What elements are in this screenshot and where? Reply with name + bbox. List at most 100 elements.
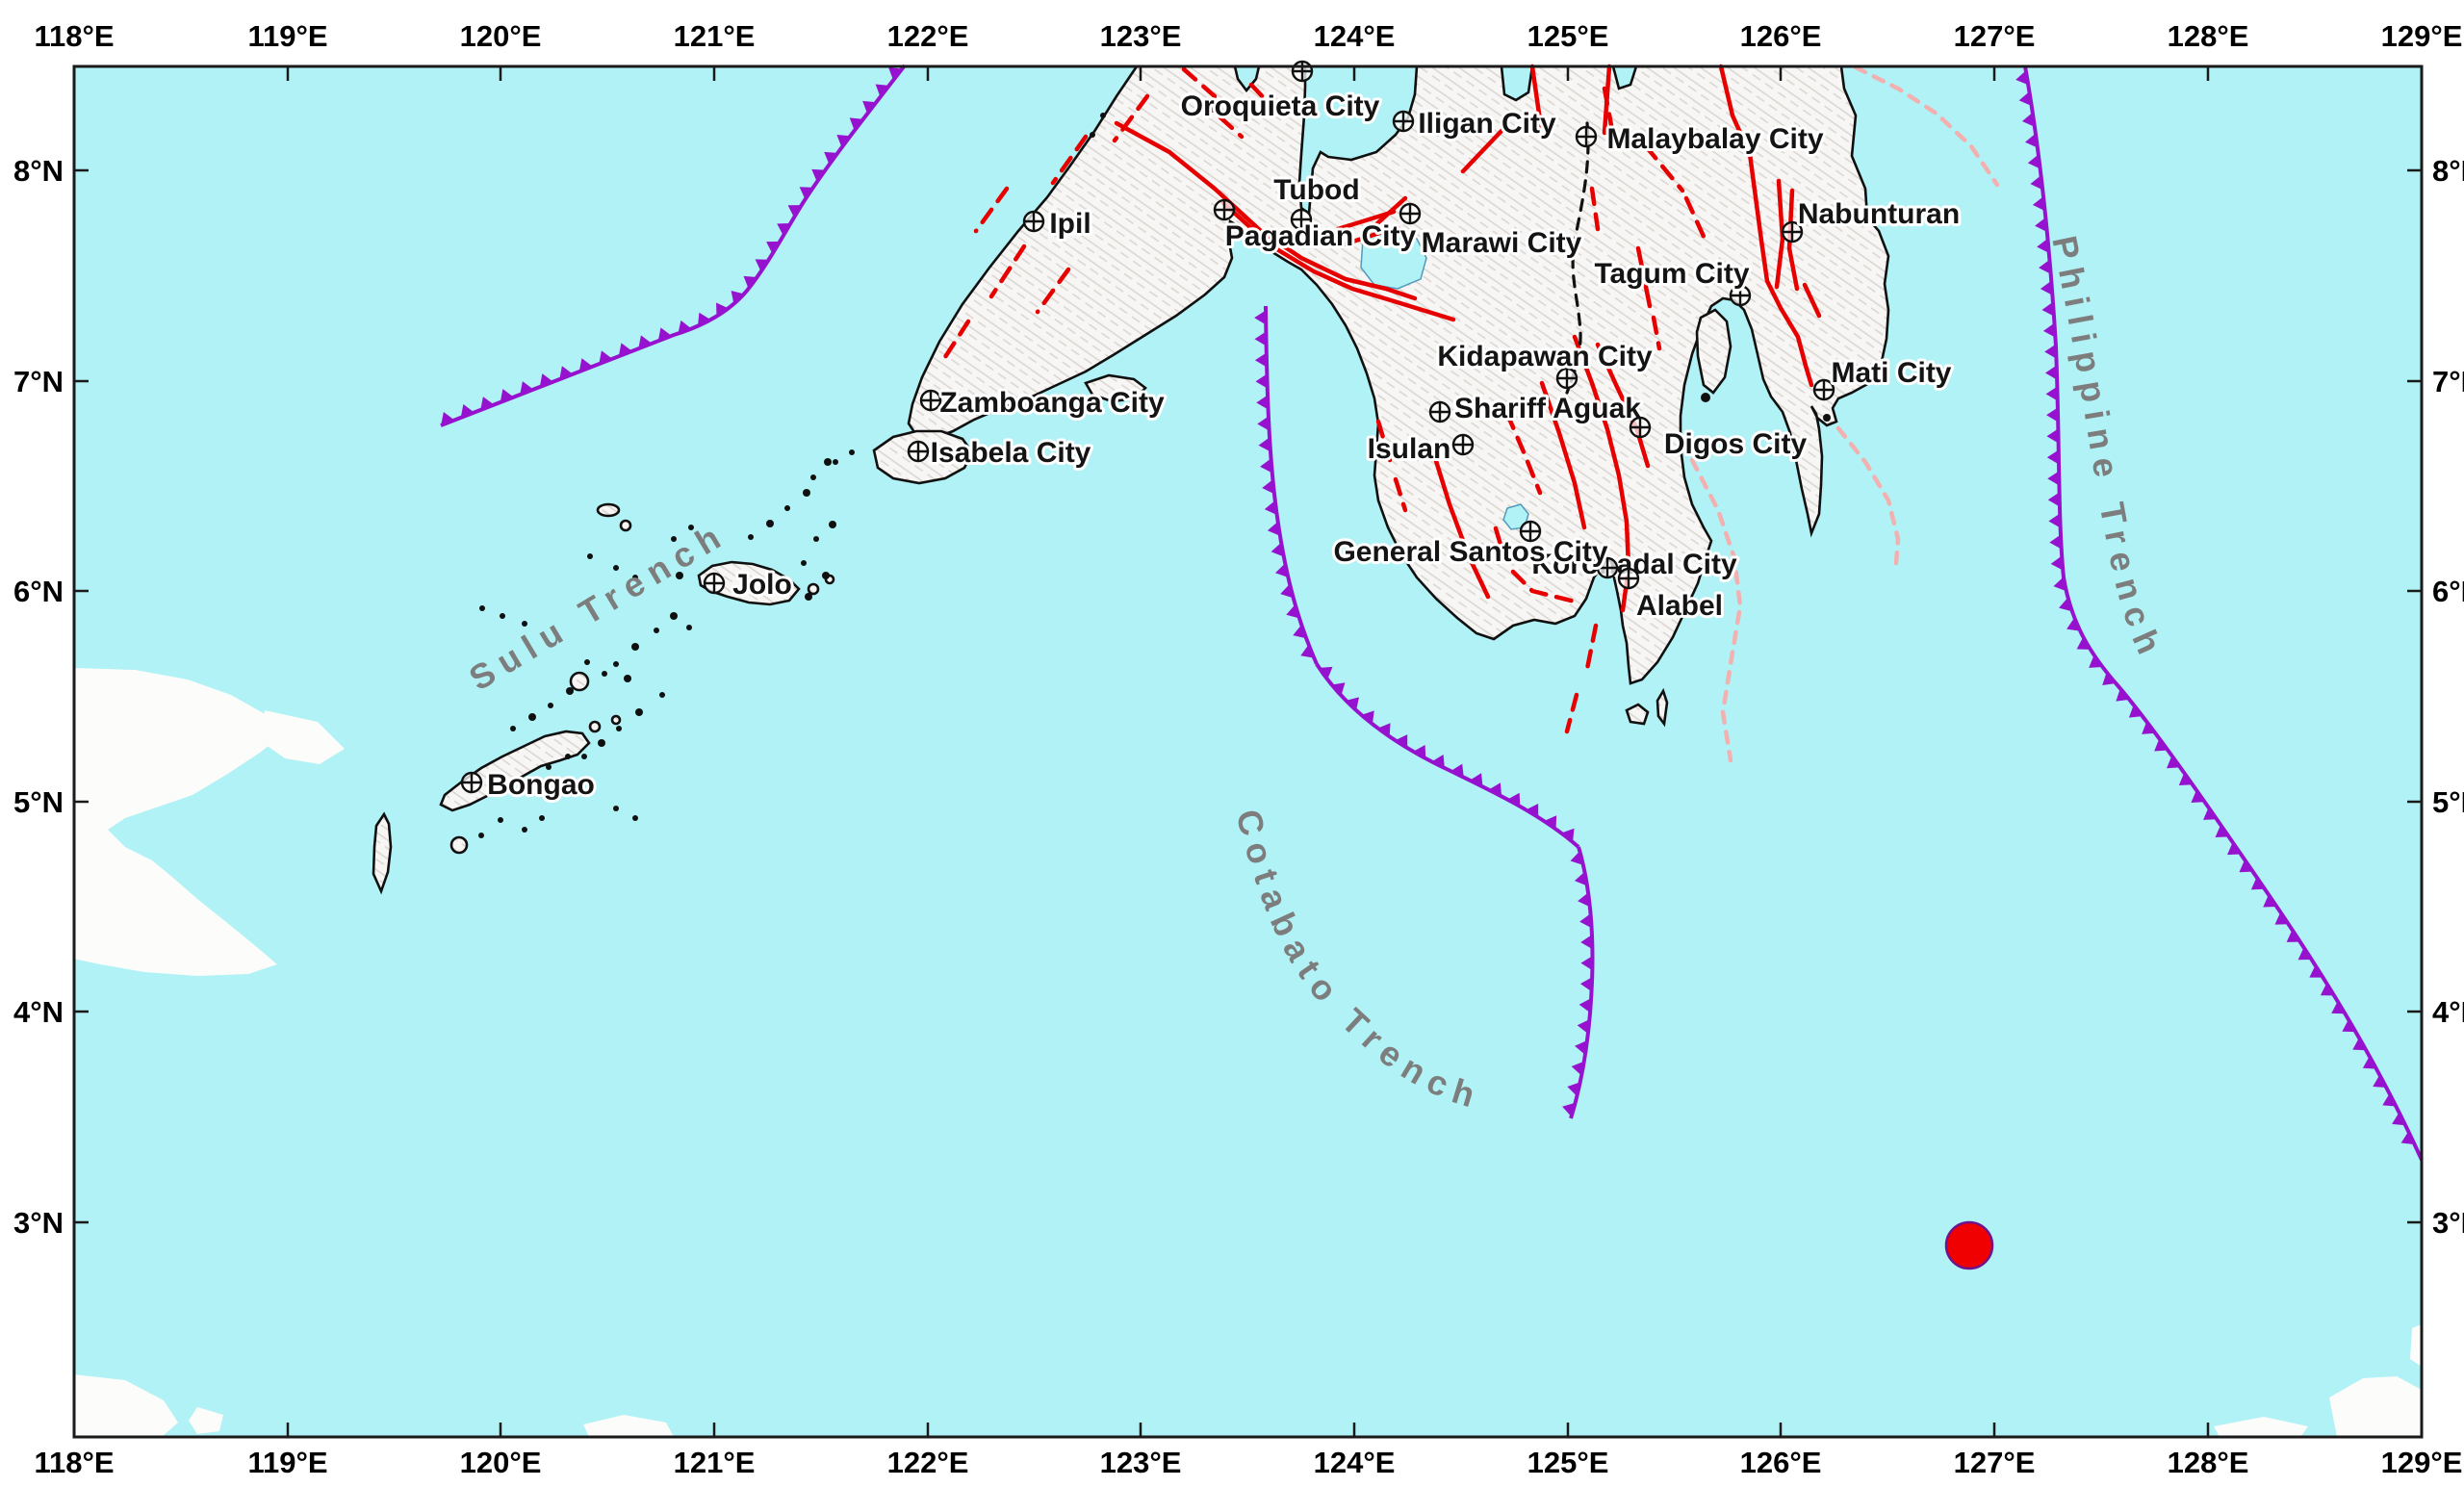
axis-tick-label: 126°E — [1740, 1446, 1822, 1479]
sibutu-island — [372, 811, 393, 895]
islet-dot — [584, 659, 590, 665]
small-islets — [478, 113, 1831, 838]
axis-tick-label: 128°E — [2168, 1446, 2249, 1479]
city-symbol-cross-icon — [1215, 200, 1234, 219]
islet-dot — [1090, 132, 1095, 138]
axis-tick-label: 8°N — [13, 154, 64, 188]
trench-tooth-icon — [1450, 763, 1464, 778]
islet-dot — [565, 754, 571, 759]
city-label: Jolo — [732, 569, 792, 601]
islet-dot — [654, 628, 659, 633]
trench-tooth-icon — [1254, 331, 1267, 346]
axis-tick-label: 119°E — [247, 19, 327, 53]
trench-tooth-icon — [1264, 500, 1277, 516]
city-markers: Oroquieta City Iligan City Tubod Marawi Cit… — [460, 60, 1963, 804]
trench-tooth-icon — [2050, 555, 2064, 571]
trench-tooth-icon — [1377, 723, 1391, 737]
islet-dot — [676, 572, 683, 579]
axis-tick-label: 127°E — [1954, 19, 2036, 53]
trench-tooth-icon — [2041, 301, 2054, 317]
city-marker-pagadian-city: Pagadian City — [1213, 198, 1420, 255]
trench-tooth-icon — [2046, 407, 2059, 423]
trench-tooth-icon — [2263, 894, 2277, 908]
trench-tooth-icon — [2044, 344, 2057, 359]
islet-dot — [849, 449, 855, 455]
islet — [610, 714, 622, 726]
axis-tick-label: 118°E — [34, 19, 114, 53]
city-marker-bongao: Bongao — [460, 766, 598, 804]
trench-tooth-icon — [2039, 259, 2051, 274]
islet — [807, 582, 820, 596]
islet-dot — [510, 726, 516, 731]
trench-tooth-icon — [1254, 352, 1268, 368]
trench-tooth-icon — [1580, 956, 1593, 971]
trench-tooth-icon — [1319, 666, 1333, 679]
trench-tooth-icon — [1579, 977, 1593, 992]
trench-tooth-icon — [2167, 756, 2181, 769]
islet-dot — [688, 525, 694, 530]
islet-dot — [500, 613, 505, 619]
city-marker-digos-city: Digos City — [1629, 416, 1810, 463]
trench-tooth-icon — [1544, 815, 1557, 830]
trench-tooth-icon — [2047, 471, 2060, 486]
trench-tooth-icon — [2178, 772, 2193, 786]
islet-dot — [528, 713, 536, 721]
city-label: Alabel — [1636, 590, 1723, 622]
trench-tooth-icon — [1270, 542, 1284, 557]
map-frame — [72, 64, 2424, 1439]
trench-tooth-icon — [1300, 644, 1315, 658]
trench-tooth-icon — [441, 412, 455, 425]
islet-dot — [613, 661, 619, 667]
city-marker-isulan: Isulan — [1365, 430, 1475, 468]
trench-tooth-icon — [2049, 534, 2062, 550]
trench-tooth-icon — [2297, 947, 2312, 961]
islet-dot — [670, 612, 678, 620]
axis-tick-label: 123°E — [1100, 19, 1182, 53]
axis-tick-label: 125°E — [1527, 1446, 1609, 1479]
trench-tooth-icon — [1507, 792, 1521, 807]
islet-dot — [498, 817, 503, 823]
city-marker-alabel: Alabel — [1617, 567, 1726, 625]
city-symbol-cross-icon — [1557, 369, 1577, 388]
city-label: Digos City — [1664, 428, 1808, 460]
trench-tooth-icon — [2116, 688, 2130, 702]
axis-tick-label: 124°E — [1314, 1446, 1396, 1479]
trench-tooth-icon — [1571, 1061, 1584, 1076]
trench-tooth-icon — [2352, 1038, 2367, 1051]
trench-tooth-icon — [1260, 458, 1272, 474]
trench-tooth-icon — [766, 241, 781, 254]
trench-tooth-icon — [2089, 654, 2103, 668]
islet-dot — [748, 534, 754, 540]
axis-tick-label: 128°E — [2168, 19, 2249, 53]
trench-tooth-icon — [2342, 1019, 2356, 1033]
city-label: Isabela City — [931, 437, 1091, 469]
trench-tooth-icon — [2066, 617, 2081, 631]
lake-lanao — [1360, 230, 1427, 290]
trench-tooth-icon — [1561, 828, 1575, 842]
islet-dot — [833, 459, 838, 465]
offshore-lineaments — [1689, 64, 2000, 763]
trench-tooth-icon — [2286, 930, 2300, 942]
city-marker-oroquieta-city: Oroquieta City — [1178, 60, 1383, 125]
city-label: Marawi City — [1422, 227, 1582, 259]
trench-tooth-icon — [1574, 871, 1588, 886]
trench-tooth-icon — [1280, 583, 1294, 599]
city-symbol-cross-icon — [1453, 435, 1473, 454]
city-label: General Santos City — [1333, 536, 1607, 568]
trench-tooth-icon — [862, 100, 877, 115]
axis-tick-label: 120°E — [460, 19, 542, 53]
trench-tooth-icon — [2400, 1131, 2415, 1145]
trench-tooth-icon — [1293, 625, 1307, 639]
city-symbol-cross-icon — [1630, 418, 1650, 437]
city-marker-nabunturan: Nabunturan — [1781, 195, 1963, 244]
axis-tick-label: 126°E — [1740, 19, 1822, 53]
trench-tooth-icon — [2046, 449, 2060, 465]
trench-tooth-icon — [1346, 697, 1359, 711]
axis-tick-label: 125°E — [1527, 19, 1609, 53]
axis-tick-label: 122°E — [887, 1446, 969, 1479]
trench-tooth-icon — [2035, 218, 2047, 232]
islet-dot — [805, 593, 812, 601]
trench-tooth-icon — [787, 205, 802, 218]
trench-tooth-icon — [460, 404, 475, 418]
city-label: Ipil — [1049, 208, 1091, 240]
